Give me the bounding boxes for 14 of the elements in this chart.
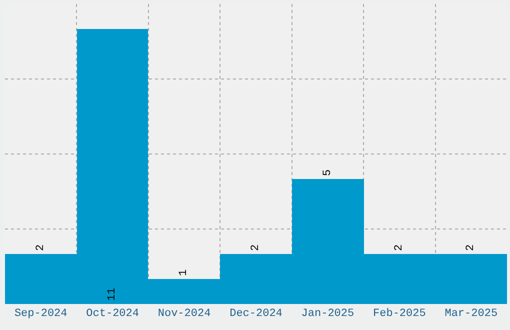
data-label: 1	[178, 269, 190, 276]
data-label: 2	[250, 244, 262, 251]
data-label: 11	[106, 287, 118, 301]
data-label: 2	[35, 244, 47, 251]
x-tick-label: Jan-2025	[301, 308, 354, 320]
data-label: 2	[465, 244, 477, 251]
x-tick-label: Sep-2024	[14, 308, 68, 320]
x-tick-label: Oct-2024	[86, 308, 140, 320]
x-tick-label: Mar-2025	[444, 308, 498, 320]
data-label: 5	[322, 169, 334, 176]
x-tick-label: Feb-2025	[373, 308, 426, 320]
data-label: 2	[394, 244, 406, 251]
x-tick-label: Nov-2024	[158, 308, 212, 320]
x-tick-label: Dec-2024	[230, 308, 283, 320]
